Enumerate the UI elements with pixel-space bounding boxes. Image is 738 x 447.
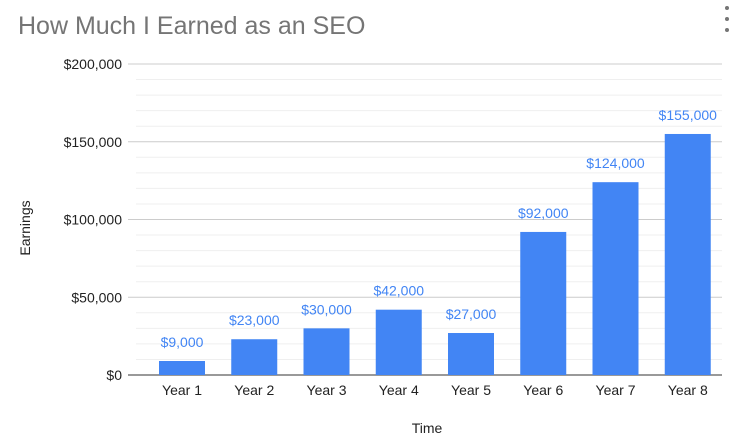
chart-title: How Much I Earned as an SEO — [18, 12, 366, 40]
x-tick-labels: Year 1 Year 2 Year 3 Year 4 Year 5 Year 6 Year… — [162, 382, 708, 398]
y-tick-label: $150,000 — [64, 134, 123, 150]
data-label: $42,000 — [373, 283, 424, 299]
data-label: $9,000 — [161, 334, 204, 350]
bar[interactable] — [664, 133, 711, 375]
y-tick-label: $50,000 — [71, 289, 122, 305]
y-tick-label: $100,000 — [64, 212, 123, 228]
data-label: $27,000 — [446, 306, 497, 322]
bar[interactable] — [520, 231, 567, 375]
x-tick-label: Year 1 — [162, 382, 202, 398]
more-options-icon[interactable] — [722, 6, 732, 32]
x-tick-label: Year 2 — [234, 382, 274, 398]
data-label: $30,000 — [301, 301, 352, 317]
y-tick-label: $0 — [106, 367, 122, 383]
bars — [159, 133, 711, 375]
bar[interactable] — [159, 361, 205, 375]
x-tick-label: Year 7 — [596, 382, 636, 398]
bar[interactable] — [375, 309, 422, 375]
y-axis-title: Earnings — [17, 200, 33, 255]
data-label: $155,000 — [659, 107, 718, 123]
x-axis-title: Time — [412, 420, 443, 436]
bar[interactable] — [303, 328, 350, 375]
data-label: $124,000 — [586, 155, 645, 171]
data-label: $23,000 — [229, 312, 280, 328]
x-tick-label: Year 5 — [451, 382, 491, 398]
bar[interactable] — [231, 339, 278, 375]
bar[interactable] — [592, 182, 639, 375]
x-tick-label: Year 4 — [379, 382, 419, 398]
x-tick-label: Year 3 — [307, 382, 347, 398]
data-label: $92,000 — [518, 205, 569, 221]
x-tick-label: Year 6 — [523, 382, 563, 398]
data-labels: $9,000 $23,000 $30,000 $42,000 $27,000 $92,00… — [161, 107, 718, 350]
y-tick-labels: $0 $50,000 $100,000 $150,000 $200,000 — [64, 56, 123, 383]
y-tick-label: $200,000 — [64, 56, 123, 72]
bar[interactable] — [448, 333, 494, 375]
x-tick-label: Year 8 — [668, 382, 708, 398]
